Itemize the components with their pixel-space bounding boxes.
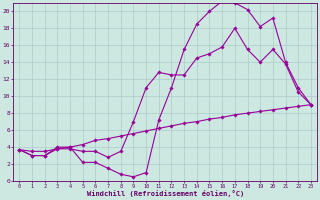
X-axis label: Windchill (Refroidissement éolien,°C): Windchill (Refroidissement éolien,°C) bbox=[86, 190, 244, 197]
